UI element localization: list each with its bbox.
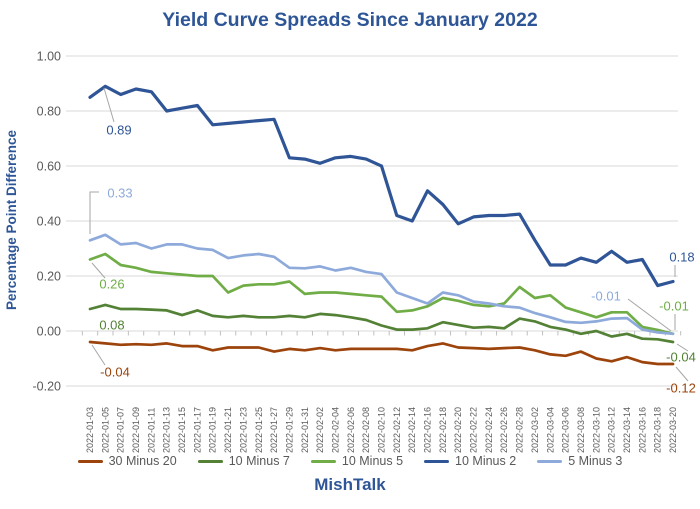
- x-tick-label: 2022-01-13: [162, 407, 172, 453]
- x-tick-label: 2022-02-08: [361, 407, 371, 453]
- legend-swatch: [310, 459, 336, 463]
- data-label: 0.18: [669, 250, 694, 265]
- legend-swatch: [197, 459, 223, 463]
- x-tick-label: 2022-01-03: [85, 407, 95, 453]
- series-line-10-minus-5: [88, 252, 675, 336]
- data-label-leader: [675, 366, 689, 382]
- x-tick-label: 2022-02-04: [330, 407, 340, 453]
- x-tick-label: 2022-03-10: [591, 407, 601, 453]
- legend: 30 Minus 20 10 Minus 7 10 Minus 5 10 Minus …: [0, 454, 700, 468]
- x-tick-label: 2022-01-25: [254, 407, 264, 453]
- series-lines: [88, 84, 675, 366]
- y-tick-label: 0.00: [37, 325, 61, 339]
- data-label-leader: [91, 344, 106, 366]
- series-line-10-minus-7: [88, 303, 675, 344]
- x-tick-label: 2022-03-08: [576, 407, 586, 453]
- data-label: -0.04: [100, 365, 130, 380]
- legend-swatch: [537, 459, 563, 463]
- x-tick-label: 2022-03-18: [653, 407, 663, 453]
- x-tick-label: 2022-02-24: [484, 407, 494, 453]
- x-tick-label: 2022-03-16: [637, 407, 647, 453]
- x-tick-label: 2022-02-28: [515, 407, 525, 453]
- x-tick-label: 2022-02-06: [346, 407, 356, 453]
- x-tick-label: 2022-03-20: [668, 407, 678, 453]
- x-tick-label: 2022-02-10: [376, 407, 386, 453]
- x-tick-label: 2022-01-19: [208, 407, 218, 453]
- x-tick-label: 2022-02-12: [392, 407, 402, 453]
- x-tick-label: 2022-01-09: [131, 407, 141, 453]
- y-tick-label: 1.00: [37, 50, 61, 64]
- series-line-10-minus-2: [88, 84, 675, 288]
- y-tick-label: 0.80: [37, 105, 61, 119]
- x-tick-label: 2022-03-14: [622, 407, 632, 453]
- legend-item-10-minus-7: 10 Minus 7: [197, 454, 290, 468]
- y-axis-title: Percentage Point Difference: [4, 129, 19, 311]
- x-tick-label: 2022-02-18: [438, 407, 448, 453]
- data-label: 0.26: [99, 277, 124, 292]
- data-label: -0.01: [591, 289, 621, 304]
- data-label: 0.08: [99, 318, 124, 333]
- legend-swatch: [77, 459, 103, 463]
- x-tick-label: 2022-01-23: [238, 407, 248, 453]
- legend-item-10-minus-5: 10 Minus 5: [310, 454, 404, 468]
- data-label-leader: [103, 87, 115, 123]
- y-tick-label: -0.20: [33, 380, 62, 394]
- data-label: 0.89: [106, 123, 131, 138]
- legend-item-5-minus-3: 5 Minus 3: [537, 454, 622, 468]
- data-labels: 0.89 0.33 0.26 0.08 -0.04 0.18 -0.01 -0.01 -0.04…: [89, 87, 696, 396]
- data-label: -0.01: [659, 299, 689, 314]
- x-tick-label: 2022-03-12: [607, 407, 617, 453]
- data-label-leader: [89, 191, 99, 234]
- x-tick-label: 2022-01-27: [269, 407, 279, 453]
- legend-item-10-minus-2: 10 Minus 2: [424, 454, 516, 468]
- x-tick-label: 2022-02-22: [469, 407, 479, 453]
- x-tick-label: 2022-03-02: [530, 407, 540, 453]
- x-tick-label: 2022-02-02: [315, 407, 325, 453]
- x-tick-label: 2022-01-15: [177, 407, 187, 453]
- y-tick-label: 0.40: [37, 215, 61, 229]
- x-tick-label: 2022-02-16: [423, 407, 433, 453]
- legend-item-30-minus-20: 30 Minus 20: [77, 454, 177, 468]
- x-tick-label: 2022-01-31: [300, 407, 310, 453]
- x-tick-label: 2022-03-06: [561, 407, 571, 453]
- x-axis-ticks: [81, 331, 682, 336]
- x-tick-label: 2022-01-05: [100, 407, 110, 453]
- data-label: 0.33: [107, 186, 132, 201]
- series-line-5-minus-3: [88, 233, 675, 336]
- x-tick-label: 2022-02-26: [499, 407, 509, 453]
- x-tick-label: 2022-01-17: [192, 407, 202, 453]
- legend-label: 10 Minus 7: [228, 454, 290, 468]
- data-label-leader: [676, 343, 689, 352]
- y-tick-labels: -0.20 0.00 0.20 0.40 0.60 0.80 1.00: [33, 50, 62, 394]
- chart-title: Yield Curve Spreads Since January 2022: [162, 9, 538, 31]
- data-label-leader: [91, 262, 106, 279]
- y-tick-label: 0.20: [37, 270, 61, 284]
- x-tick-label: 2022-01-11: [146, 408, 156, 453]
- x-tick-label: 2022-01-07: [116, 407, 126, 453]
- legend-label: 30 Minus 20: [108, 454, 177, 468]
- data-label: -0.12: [666, 381, 696, 396]
- legend-label: 5 Minus 3: [568, 454, 623, 468]
- data-label-leader: [627, 298, 672, 332]
- x-tick-labels: 2022-01-03 2022-01-05 2022-01-07 2022-01-09…: [85, 407, 678, 453]
- legend-label: 10 Minus 5: [341, 454, 404, 468]
- x-tick-label: 2022-02-14: [407, 407, 417, 453]
- series-line-30-minus-20: [88, 340, 675, 366]
- legend-label: 10 Minus 2: [455, 454, 517, 468]
- gridlines: [66, 55, 678, 387]
- x-tick-label: 2022-03-04: [545, 407, 555, 453]
- y-tick-label: 0.60: [37, 160, 61, 174]
- footer-brand: MishTalk: [314, 475, 386, 494]
- legend-swatch: [424, 459, 450, 463]
- x-tick-label: 2022-02-20: [453, 407, 463, 453]
- data-label: -0.04: [666, 350, 696, 365]
- x-tick-label: 2022-01-29: [284, 407, 294, 453]
- x-tick-label: 2022-01-21: [223, 407, 233, 453]
